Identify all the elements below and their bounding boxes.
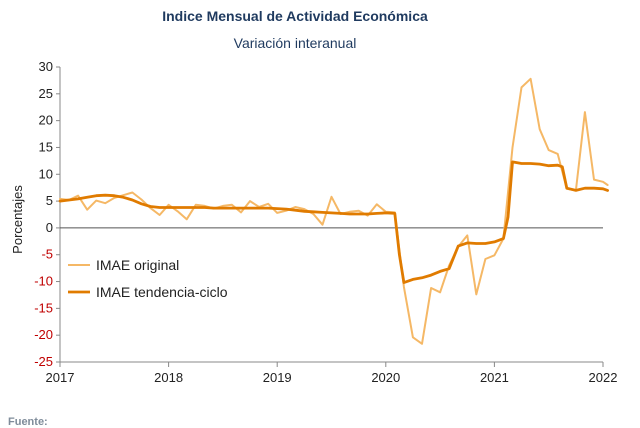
y-tick-label: -5 bbox=[41, 247, 53, 262]
y-tick-label: -10 bbox=[34, 274, 53, 289]
legend-label: IMAE tendencia-ciclo bbox=[96, 284, 228, 300]
y-tick-label: -20 bbox=[34, 327, 53, 342]
x-tick-label: 2022 bbox=[589, 370, 618, 385]
x-tick-label: 2019 bbox=[263, 370, 292, 385]
chart-title: Indice Mensual de Actividad Económica bbox=[162, 8, 428, 24]
chart-legend: IMAE original IMAE tendencia-ciclo bbox=[68, 257, 228, 300]
series-line-imae-tendencia-ciclo bbox=[58, 160, 609, 285]
y-tick-label: 15 bbox=[39, 139, 53, 154]
y-tick-label: 10 bbox=[39, 166, 53, 181]
series-line-imae-original bbox=[59, 77, 609, 345]
x-tick-label: 2018 bbox=[154, 370, 183, 385]
x-tick-label: 2021 bbox=[480, 370, 509, 385]
legend-label: IMAE original bbox=[96, 257, 179, 273]
y-tick-label: 0 bbox=[46, 220, 53, 235]
chart-subtitle: Variación interanual bbox=[233, 35, 357, 51]
y-tick-label: -25 bbox=[34, 354, 53, 369]
source-label: Fuente: bbox=[8, 416, 48, 428]
y-axis-label: Porcentajes bbox=[10, 185, 25, 254]
y-tick-label: 25 bbox=[39, 86, 53, 101]
chart-series bbox=[58, 77, 609, 345]
y-tick-label: -15 bbox=[34, 300, 53, 315]
x-tick-label: 2020 bbox=[371, 370, 400, 385]
x-tick-label: 2017 bbox=[46, 370, 75, 385]
y-tick-label: 5 bbox=[46, 193, 53, 208]
y-tick-label: 30 bbox=[39, 59, 53, 74]
y-tick-label: 20 bbox=[39, 113, 53, 128]
